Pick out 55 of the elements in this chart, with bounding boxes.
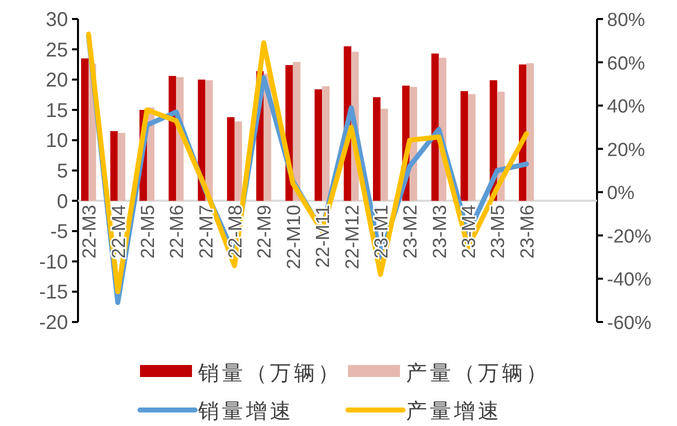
x-tick-label: 22-M4 — [108, 204, 130, 259]
y-tick-label: -15 — [39, 282, 68, 304]
legend-label: 产量（万辆） — [406, 362, 550, 385]
bar — [234, 121, 242, 201]
x-tick-label: 23-M2 — [400, 204, 422, 259]
bar — [118, 132, 126, 201]
y-tick-label: -5 — [50, 221, 68, 244]
x-tick-label: 23-M1 — [371, 204, 392, 259]
bar — [292, 62, 300, 201]
bar — [110, 131, 118, 201]
y-tick-label: 30 — [46, 9, 68, 31]
y2-tick-label: 20% — [607, 140, 646, 161]
y2-tick-label: 40% — [607, 96, 646, 118]
x-tick-label: 22-M5 — [138, 204, 159, 259]
legend-label: 销量增速 — [197, 400, 294, 423]
bar — [526, 63, 534, 201]
y-tick-label: 25 — [46, 39, 68, 62]
y2-tick-label: 60% — [607, 53, 646, 74]
x-tick-label: 22-M12 — [342, 204, 364, 270]
bar — [81, 58, 89, 201]
y-tick-label: 10 — [46, 130, 68, 152]
x-tick-label: 22-M10 — [284, 204, 305, 270]
x-tick-label: 23-M4 — [459, 204, 480, 259]
bar — [227, 117, 235, 201]
x-tick-label: 22-M3 — [80, 204, 101, 259]
bar — [314, 89, 322, 201]
y-tick-label: -20 — [39, 312, 68, 334]
x-tick-label: 22-M6 — [167, 204, 188, 259]
x-tick-label: 23-M3 — [430, 204, 451, 259]
y2-tick-label: 0% — [607, 183, 635, 204]
x-tick-label: 22-M7 — [196, 204, 218, 259]
y2-tick-label: -60% — [607, 313, 652, 334]
bar — [431, 54, 439, 201]
legend-label: 销量（万辆） — [197, 362, 342, 385]
x-tick-label: 22-M11 — [313, 204, 334, 268]
bar — [322, 86, 330, 201]
x-tick-label: 23-M6 — [517, 204, 538, 259]
bar — [468, 94, 476, 201]
bar — [205, 80, 213, 201]
y2-tick-label: 80% — [607, 10, 646, 31]
bar — [372, 97, 380, 201]
bar — [380, 108, 388, 201]
x-tick-label: 22-M9 — [254, 204, 276, 259]
y2-tick-label: -40% — [607, 270, 652, 291]
y-tick-label: -10 — [39, 251, 68, 274]
x-tick-label: 23-M5 — [488, 204, 510, 259]
legend-label: 产量增速 — [406, 400, 502, 423]
bar — [460, 91, 468, 201]
y-tick-label: 20 — [46, 70, 68, 92]
y-tick-label: 0 — [56, 190, 68, 213]
y2-tick-label: -20% — [607, 226, 652, 248]
y-tick-label: 5 — [56, 160, 68, 182]
y-tick-label: 15 — [46, 100, 68, 122]
x-tick-label: 22-M8 — [226, 204, 247, 259]
bar — [168, 76, 176, 201]
